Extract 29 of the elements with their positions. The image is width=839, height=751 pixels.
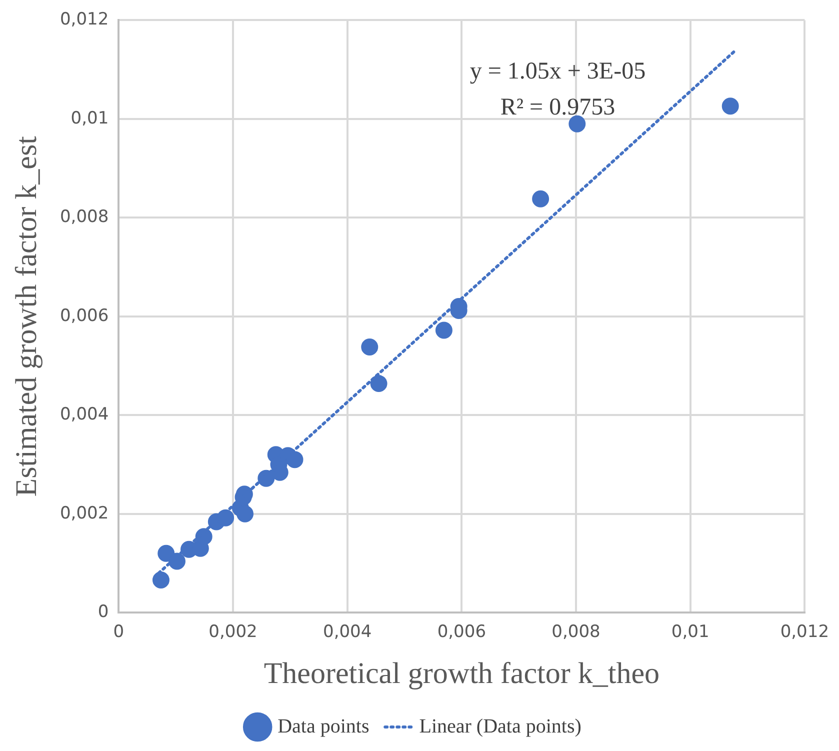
point — [435, 322, 452, 339]
x-tick-label: 0,012 — [780, 622, 829, 642]
annotation: y = 1.05x + 3E-05 — [470, 58, 646, 84]
point — [568, 115, 586, 132]
y-axis-title: Estimated growth factor k_est — [10, 135, 43, 497]
point — [236, 505, 254, 522]
x-tick-label: 0,008 — [552, 622, 600, 642]
x-tick-label: 0,004 — [323, 622, 372, 642]
point — [152, 572, 170, 589]
annotation: R² = 0.9753 — [500, 94, 616, 120]
point — [370, 375, 388, 392]
legend-label: Linear (Data points) — [419, 715, 582, 738]
y-tick-label: 0,01 — [70, 108, 109, 128]
y-tick-label: 0,006 — [60, 306, 109, 326]
y-tick-label: 0,012 — [60, 10, 109, 30]
x-tick-label: 0,01 — [671, 622, 710, 642]
legend-label: Data points — [278, 715, 370, 738]
x-tick-label: 0 — [113, 622, 124, 642]
point — [286, 451, 304, 468]
y-tick-label: 0 — [98, 602, 109, 622]
x-tick-label: 0,006 — [437, 622, 486, 642]
y-tick-label: 0,002 — [60, 503, 109, 524]
y-tick-label: 0,004 — [60, 404, 109, 425]
point — [532, 190, 550, 208]
point — [722, 98, 739, 115]
point — [361, 338, 378, 356]
y-tick-label: 0,008 — [60, 207, 109, 228]
x-axis-title: Theoretical growth factor k_theo — [264, 656, 660, 690]
x-tick-label: 0,002 — [208, 622, 258, 642]
